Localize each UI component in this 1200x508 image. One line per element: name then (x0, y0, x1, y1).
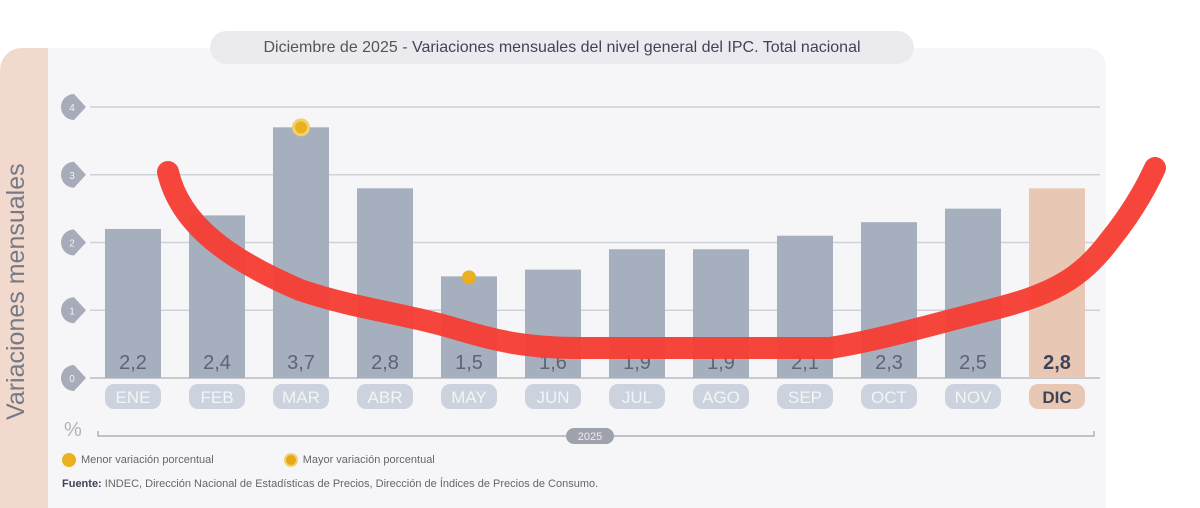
y-tick-badge (61, 229, 86, 256)
month-pill (105, 384, 161, 409)
month-pill (525, 384, 581, 409)
month-pill (777, 384, 833, 409)
title-date: Diciembre de 2025 (263, 39, 398, 56)
month-label: JUL (622, 388, 652, 407)
value-label: 2,3 (875, 352, 903, 374)
value-label: 2,8 (371, 352, 399, 374)
month-pill (441, 384, 497, 409)
value-label: 2,8 (1043, 352, 1071, 374)
month-label: JUN (536, 388, 569, 407)
title-text: Variaciones mensuales del nivel general … (411, 39, 861, 56)
legend: Menor variación porcentual Mayor variaci… (62, 453, 435, 467)
min-marker-icon (62, 453, 76, 467)
y-tick-label: 0 (69, 374, 75, 385)
month-label: SEP (788, 388, 822, 407)
chart-svg: 0 1 2 3 4% 2025 2,2 ENE 2,4 FEB 3,7 MAR 2,8 ABR 1,5 MAY… (60, 93, 1166, 444)
value-label: 2,2 (119, 352, 147, 374)
bar-ene (105, 228, 161, 378)
source-label: Fuente: (62, 478, 102, 490)
month-label: FEB (200, 388, 233, 407)
value-label: 2,4 (203, 352, 231, 374)
month-pill (861, 384, 917, 409)
bar-mar (273, 127, 329, 378)
month-label: NOV (955, 388, 993, 407)
y-tick-badge (61, 297, 86, 324)
red-annotation-stroke (157, 157, 1166, 359)
bar-nov (945, 208, 1001, 378)
y-tick-label: 1 (69, 306, 75, 317)
month-pill (273, 384, 329, 409)
y-tick-label: 2 (69, 239, 75, 250)
y-tick-badge (61, 161, 86, 188)
y-tick-badge (61, 365, 86, 391)
bar-abr (357, 188, 413, 378)
month-label: MAY (451, 388, 487, 407)
y-tick-badge (60, 93, 86, 121)
month-label: AGO (702, 388, 740, 407)
month-pill (189, 384, 245, 409)
month-label: ABR (368, 388, 403, 407)
month-pill (693, 384, 749, 409)
y-unit-label: % (64, 419, 82, 441)
month-pill (357, 384, 413, 409)
month-pill (945, 384, 1001, 409)
min-marker (462, 270, 476, 285)
value-label: 1,5 (455, 352, 483, 374)
month-label: DIC (1042, 388, 1071, 407)
month-label: MAR (282, 388, 320, 407)
max-marker (295, 121, 307, 134)
max-marker-icon (283, 453, 298, 467)
value-label: 2,5 (959, 352, 987, 374)
legend-max: Mayor variación porcentual (283, 453, 435, 467)
month-label: OCT (871, 388, 907, 407)
y-tick-label: 4 (69, 103, 75, 114)
source-note: Fuente: INDEC, Dirección Nacional de Est… (62, 478, 598, 490)
bar-jun (525, 269, 581, 378)
value-label: 3,7 (287, 352, 315, 374)
year-label: 2025 (578, 431, 602, 443)
chart-title: Diciembre de 2025 - Variaciones mensuale… (210, 31, 914, 64)
month-label: ENE (116, 388, 151, 407)
legend-min: Menor variación porcentual (62, 453, 214, 467)
year-badge (566, 428, 614, 444)
legend-min-label: Menor variación porcentual (81, 454, 214, 466)
y-tick-label: 3 (69, 171, 75, 182)
source-text: INDEC, Dirección Nacional de Estadística… (104, 478, 599, 490)
month-pill (609, 384, 665, 409)
bar-oct (861, 222, 917, 378)
month-pill (1029, 384, 1085, 409)
legend-max-label: Mayor variación porcentual (302, 454, 435, 466)
